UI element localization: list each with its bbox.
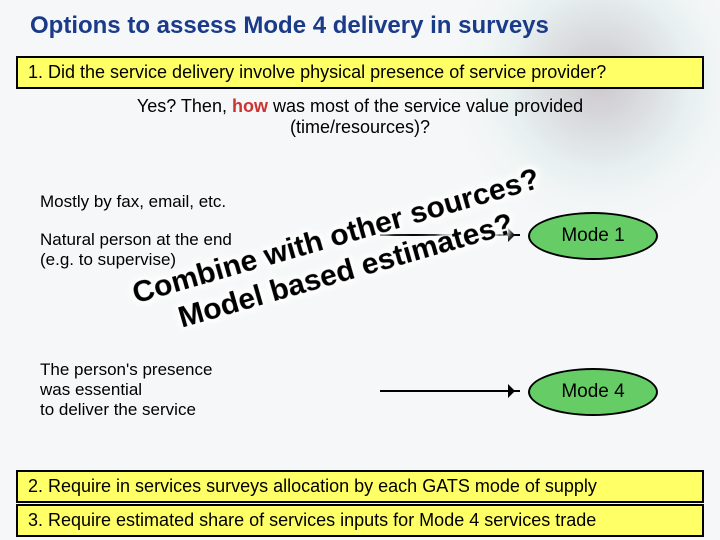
question-rest: was most of the service value provided [268,96,583,116]
option-presence-essential: The person's presence was essential to d… [40,360,212,420]
page-title: Options to assess Mode 4 delivery in sur… [30,12,690,40]
option-natural-person-l1: Natural person at the end [40,230,232,249]
option-presence-l3: to deliver the service [40,400,196,419]
option-presence-l1: The person's presence [40,360,212,379]
option-natural-person-l2: (e.g. to supervise) [40,250,176,269]
option-presence-l2: was essential [40,380,142,399]
question-line2: (time/resources)? [290,117,430,137]
mode-4-oval: Mode 4 [528,368,658,416]
step-2-bar: 2. Require in services surveys allocatio… [16,470,704,503]
question-prefix: Yes? Then, [137,96,232,116]
option-fax-email: Mostly by fax, email, etc. [40,192,226,212]
step-3-bar: 3. Require estimated share of services i… [16,504,704,537]
question-how-emphasis: how [232,96,268,116]
follow-up-question: Yes? Then, how was most of the service v… [60,96,660,138]
arrow-to-mode4 [380,390,520,392]
step-1-bar: 1. Did the service delivery involve phys… [16,56,704,89]
